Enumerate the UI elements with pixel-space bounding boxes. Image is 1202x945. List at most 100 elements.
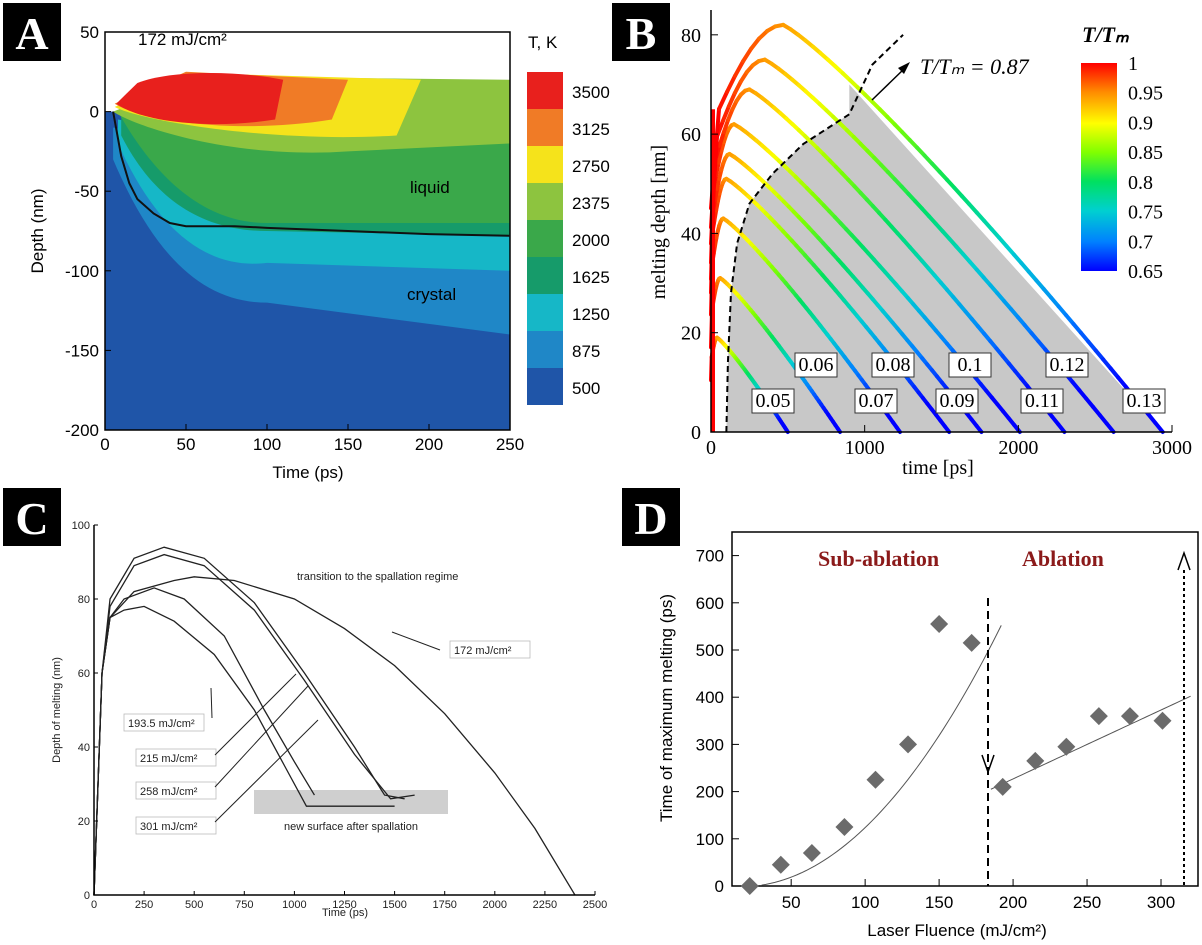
b-colorbar-label: 0.65 [1128,261,1163,283]
d-ytick-label: 500 [696,641,724,660]
a-colorbar-label: 3500 [572,83,610,102]
c-ytick-label: 100 [72,520,90,532]
c-ytick-label: 80 [78,594,90,606]
c-annotation-top: transition to the spallation regime [297,571,458,583]
c-xtick-label: 1000 [282,899,306,911]
b-xlabel: time [ps] [902,457,974,479]
d-arrow-down [981,754,995,775]
b-curve-0.11-segment [1056,422,1067,434]
b-series-label-box [854,388,898,414]
panel-letter-b: B [626,8,657,59]
c-curve-0 [93,576,576,896]
panel-letter-a-box [3,3,61,61]
c-xtick-label: 500 [185,899,203,911]
band-3500 [116,72,284,125]
d-data-point [866,770,885,789]
b-series-label: 0.06 [799,354,834,376]
a-colorbar-swatch [527,146,563,183]
b-ytick-label: 0 [691,422,701,444]
c-ytick-label: 0 [84,890,90,902]
c-leader-line [214,719,319,823]
panel-letter-c: C [15,493,48,544]
b-curve-0.12-segment [720,104,731,123]
d-region-sub: Sub-ablation [818,546,939,571]
c-xtick-label: 250 [135,899,153,911]
a-xtick-label: 250 [496,435,524,454]
panel-letter-d-box [622,488,680,546]
d-fit-ablation [990,695,1191,790]
d-data-point [1153,711,1172,730]
b-colorbar-label: 1 [1128,53,1138,75]
b-series-label-box [871,352,915,378]
d-data-point [1120,707,1139,726]
d-region-ablation: Ablation [1022,546,1104,571]
b-series-label-box [1122,388,1166,414]
d-xtick-label: 50 [782,893,801,912]
d-arrow-up [1177,550,1191,571]
d-ytick-label: 600 [696,594,724,613]
panel-letter-c-box [3,488,61,546]
a-xtick-label: 0 [100,435,109,454]
c-leader-line [214,685,309,788]
b-curve-0.09-segment [974,423,984,434]
a-colorbar: 3500 3125 2750 2375 2000 1625 1250 875 500 [527,72,610,405]
c-ylabel: Depth of melting (nm) [51,657,63,763]
b-ylabel: melting depth [nm] [648,145,670,299]
d-data-point [771,855,790,874]
a-ylabel: Depth (nm) [28,188,47,273]
b-series-label: 0.1 [958,354,983,376]
b-curve-0.11-segment [717,130,726,148]
b-series-label: 0.07 [859,390,894,412]
b-series-label-box [751,388,795,414]
b-arrowhead [898,62,910,74]
b-curve-0.12-segment [732,79,743,95]
a-colorbar-swatch [527,257,563,294]
b-xtick-label: 1000 [845,437,885,459]
panel-c: new surface after spallation transition … [3,488,607,919]
b-colorbar-label: 0.75 [1128,202,1163,224]
d-ytick-label: 400 [696,688,724,707]
c-series-label: 215 mJ/cm² [140,753,198,765]
a-xtick-label: 150 [334,435,362,454]
d-ytick-label: 300 [696,735,724,754]
b-series-label-box [1045,352,1089,378]
threshold-dashed-curve [725,34,904,433]
c-xtick-label: 1750 [432,899,456,911]
a-colorbar-label: 3125 [572,120,610,139]
a-plot-frame [104,31,511,431]
c-series-label: 258 mJ/cm² [140,786,198,798]
b-curve-0.13-segment [749,36,762,51]
c-series-label: 172 mJ/cm² [454,645,512,657]
b-colorbar-label: 0.85 [1128,142,1163,164]
c-series-label: 193.5 mJ/cm² [128,718,195,730]
c-ytick-label: 40 [78,742,90,754]
d-ytick-label: 200 [696,783,724,802]
a-label-crystal: crystal [407,285,456,304]
b-series-label: 0.11 [1025,390,1059,412]
c-series-label-box [123,713,205,732]
d-plot-frame [731,531,1199,887]
c-series-label-box [135,748,217,767]
c-xtick-label: 2500 [583,899,607,911]
c-xtick-label: 1250 [332,899,356,911]
d-xtick-label: 150 [925,893,953,912]
b-ytick-label: 80 [681,25,701,47]
a-xtick-label: 200 [415,435,443,454]
a-colorbar-swatch [527,368,563,405]
b-series-label: 0.12 [1050,354,1085,376]
a-colorbar-swatch [527,183,563,220]
b-colorbar-label: 0.8 [1128,172,1153,194]
b-series-label: 0.08 [876,354,911,376]
a-label-liquid: liquid [410,178,450,197]
b-curve-0.11-segment [721,118,731,135]
c-annotation-box: new surface after spallation [284,821,418,833]
a-ytick-label: 50 [80,23,99,42]
c-leader-line [210,687,213,719]
d-ylabel: Time of maximum melting (ps) [657,594,676,822]
d-ytick-label: 0 [715,877,724,896]
a-colorbar-swatch [527,109,563,146]
d-data-point [1026,751,1045,770]
d-data-point [899,735,918,754]
b-curve-0.08-segment [942,424,952,434]
